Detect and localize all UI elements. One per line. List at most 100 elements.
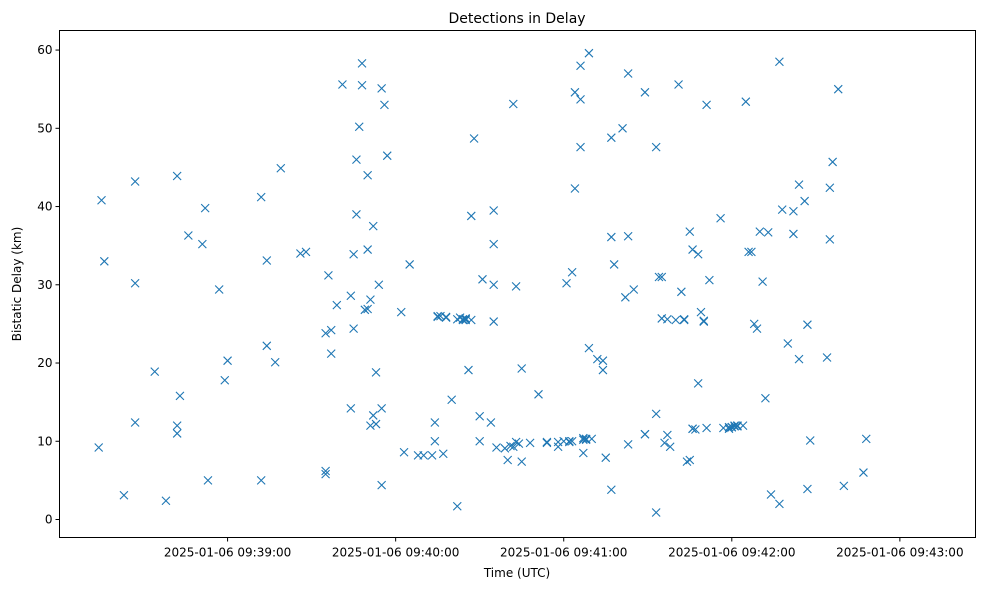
- data-point: [598, 365, 608, 375]
- y-axis-ticks: 0 10 20 30 40 50 60: [37, 43, 60, 527]
- data-point: [363, 304, 373, 314]
- data-point: [654, 272, 664, 282]
- data-point: [609, 260, 619, 269]
- data-point: [338, 80, 347, 89]
- data-point: [478, 274, 487, 284]
- data-point: [534, 389, 543, 399]
- data-point: [433, 312, 443, 322]
- data-point: [606, 232, 616, 242]
- data-point: [570, 184, 580, 193]
- data-point: [758, 277, 767, 287]
- data-point: [326, 349, 336, 359]
- data-point: [651, 142, 661, 152]
- y-axis-label: Bistatic Delay (km): [10, 227, 24, 342]
- data-point: [685, 227, 695, 236]
- data-point: [578, 435, 588, 445]
- data-point: [220, 375, 230, 385]
- data-point: [441, 313, 451, 323]
- data-point: [399, 447, 409, 457]
- data-point: [800, 196, 810, 206]
- data-point: [326, 325, 336, 335]
- data-point: [371, 419, 381, 429]
- data-point: [405, 260, 415, 269]
- data-point: [859, 468, 868, 477]
- data-point: [629, 285, 639, 294]
- data-point: [363, 170, 373, 180]
- data-point: [651, 508, 661, 517]
- data-point: [447, 395, 457, 405]
- data-point: [662, 314, 672, 324]
- data-point: [749, 319, 759, 329]
- y-tick-label: 50: [37, 121, 52, 135]
- data-point: [183, 231, 193, 240]
- data-point: [702, 423, 711, 433]
- data-point: [517, 364, 527, 373]
- data-point: [200, 203, 210, 213]
- data-point: [172, 171, 182, 181]
- data-point: [430, 418, 440, 427]
- data-point: [119, 490, 129, 500]
- data-point: [741, 97, 751, 107]
- data-point: [511, 437, 521, 447]
- data-point: [475, 436, 485, 446]
- data-point: [262, 256, 272, 265]
- data-point: [354, 122, 364, 132]
- x-tick-label: 2025-01-06 09:43:00: [836, 546, 963, 560]
- data-point: [747, 247, 756, 257]
- y-tick-label: 30: [37, 278, 52, 292]
- data-point: [755, 227, 765, 236]
- data-point: [576, 61, 585, 71]
- data-point: [665, 442, 675, 452]
- data-point: [861, 434, 871, 444]
- data-point: [789, 229, 798, 239]
- data-point: [702, 100, 711, 110]
- data-point: [500, 443, 510, 453]
- data-point: [657, 272, 667, 282]
- data-point: [172, 429, 182, 438]
- data-points: [95, 49, 871, 517]
- data-point: [380, 100, 389, 110]
- data-point: [506, 441, 515, 451]
- data-point: [794, 354, 804, 364]
- data-point: [270, 357, 280, 367]
- plot-area: [59, 30, 976, 538]
- data-point: [97, 195, 106, 205]
- data-point: [508, 442, 518, 452]
- data-point: [825, 235, 835, 244]
- plot-frame: [59, 30, 976, 538]
- data-point: [775, 499, 784, 509]
- data-point: [377, 404, 387, 413]
- data-point: [430, 436, 440, 446]
- data-point: [592, 354, 602, 364]
- data-point: [452, 501, 462, 511]
- data-point: [730, 421, 739, 431]
- data-point: [822, 353, 832, 362]
- data-point: [489, 239, 499, 249]
- data-point: [828, 157, 838, 167]
- data-point: [511, 281, 521, 291]
- data-point: [606, 133, 616, 143]
- data-point: [724, 424, 734, 434]
- data-point: [197, 239, 207, 249]
- data-point: [542, 438, 552, 448]
- data-point: [620, 292, 630, 302]
- data-point: [623, 69, 633, 78]
- data-point: [660, 438, 669, 448]
- data-point: [640, 87, 650, 97]
- data-point: [321, 469, 331, 479]
- data-point: [301, 247, 311, 257]
- data-point: [564, 436, 574, 446]
- data-point: [730, 422, 739, 431]
- data-point: [679, 315, 689, 325]
- data-point: [352, 209, 361, 219]
- data-point: [685, 455, 695, 465]
- data-point: [761, 393, 770, 403]
- data-point: [508, 99, 518, 109]
- data-point: [688, 424, 697, 434]
- data-point: [704, 275, 714, 285]
- data-point: [427, 450, 437, 460]
- x-axis-ticks: 2025-01-06 09:39:00 2025-01-06 09:40:00 20…: [164, 537, 964, 560]
- data-point: [377, 480, 387, 490]
- data-point: [377, 84, 387, 93]
